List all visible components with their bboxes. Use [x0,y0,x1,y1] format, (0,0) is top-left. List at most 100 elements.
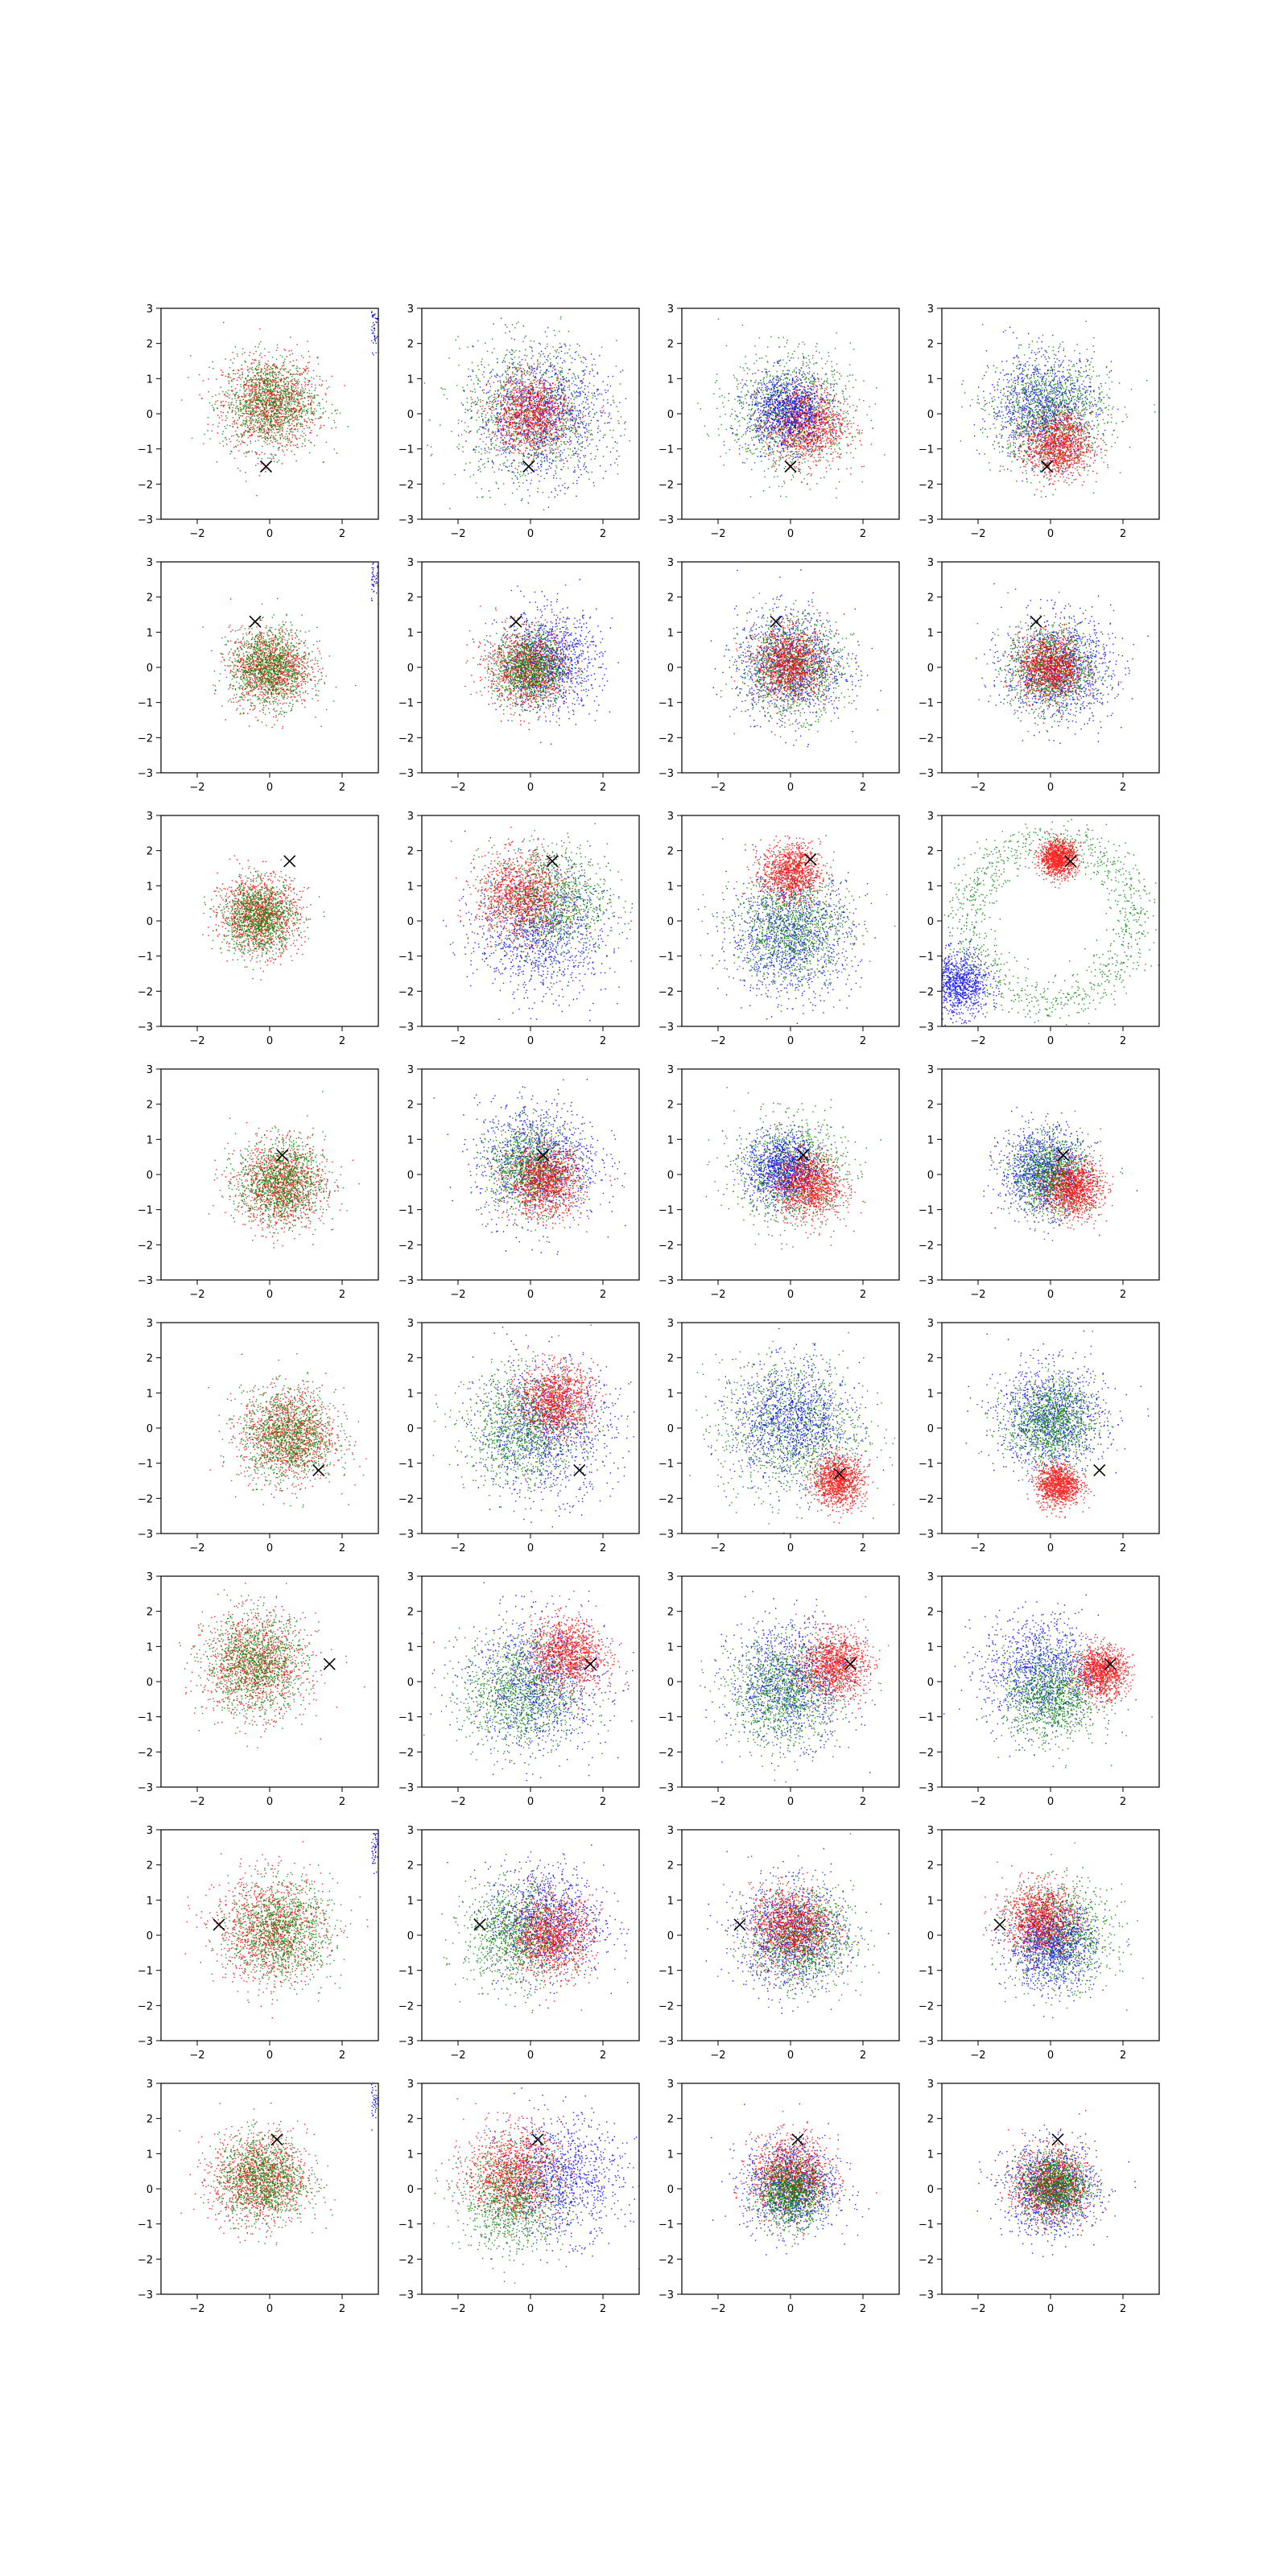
series-blue-points [985,1876,1130,2019]
series-red-marks [723,1855,858,1987]
y-tick-label: 1 [927,1895,934,1907]
y-tick-label: 0 [147,1423,153,1435]
y-tick-label: −2 [658,1240,674,1252]
series-green-points [700,835,896,1012]
y-tick-label: −2 [398,733,414,745]
y-tick-label: 1 [407,1134,414,1146]
y-tick-label: 0 [667,916,674,928]
y-tick-label: −2 [919,733,934,745]
subplot-r6-c2: −2 0 2 −3 −2 −1 0 1 2 3 [398,1571,640,1808]
y-tick-label: −2 [138,986,153,998]
y-tick-label: −3 [398,768,414,780]
y-tick-label: 2 [147,2114,153,2126]
x-tick-label: −2 [450,2050,465,2062]
scatter-points [976,2110,1137,2257]
series-red-marks [799,1443,873,1524]
x-tick-label: 2 [1120,1035,1126,1047]
y-tick-label: −2 [138,2254,153,2266]
y-tick-label: −2 [658,2000,674,2013]
cross-marker [573,1463,586,1476]
y-tick-label: 0 [927,1423,934,1435]
y-tick-label: 0 [147,409,153,421]
series-blue-points [705,1327,885,1510]
x-tick-label: 2 [860,1289,866,1301]
y-tick-label: 2 [927,1607,934,1619]
scatter-points [433,1079,626,1255]
scatter-points [983,1842,1144,2019]
y-tick-label: −1 [658,698,674,710]
y-tick-label: 1 [927,1641,934,1653]
series-red-points [513,1590,628,1710]
subplot-r6-c3: −2 0 2 −3 −2 −1 0 1 2 3 [658,1571,900,1808]
axes-frame [421,1068,640,1281]
y-tick-label: −3 [919,768,934,780]
y-tick-label: −3 [658,768,674,780]
y-tick-label: 1 [667,1641,674,1653]
series-blue-corner-marks [371,562,378,605]
x-tick-label: −2 [450,1289,465,1301]
y-tick-label: 3 [927,811,934,823]
scatter-points [697,318,886,499]
axes-frame [421,1322,640,1534]
x-tick-label: 2 [600,1289,606,1301]
y-tick-label: 1 [147,1895,153,1907]
y-tick-label: 2 [667,339,674,351]
series-red-points [181,328,345,497]
y-tick-label: 2 [927,592,934,605]
x-tick-label: 0 [266,1289,273,1301]
scatter-points [181,311,378,497]
y-tick-label: 1 [667,1388,674,1400]
y-tick-label: −2 [398,986,414,998]
y-tick-label: 0 [667,663,674,675]
x-tick-label: 0 [1047,1796,1054,1808]
series-blue-marks [728,346,873,472]
y-tick-label: 2 [147,1353,153,1365]
y-tick-label: −1 [398,1966,414,1978]
x-tick-label: 0 [266,782,273,794]
y-tick-label: 1 [147,374,153,386]
y-tick-label: −2 [919,1493,934,1505]
series-green-marks [422,1620,609,1769]
y-tick-label: −1 [138,698,153,710]
y-tick-label: −1 [398,952,414,964]
series-red-points [1003,378,1108,490]
series-red-points [1026,1128,1121,1230]
series-blue-points [430,1576,634,1781]
subplot-r4-c1: −2 0 2 −3 −2 −1 0 1 2 3 [138,1064,379,1301]
x-tick-label: 2 [600,1796,606,1808]
y-tick-label: −1 [919,444,934,456]
scatter-points [711,2103,877,2256]
subplot-r2-c2: −2 0 2 −3 −2 −1 0 1 2 3 [398,557,640,794]
series-blue-marks [942,931,1028,1026]
cross-marker [1104,1657,1117,1670]
x-tick-label: 2 [339,782,345,794]
y-tick-label: −3 [658,1529,674,1541]
y-tick-label: 0 [147,1930,153,1942]
series-red-marks [1002,615,1122,718]
series-red-marks [441,2098,592,2238]
scatter-points [184,1830,378,2019]
y-tick-label: −3 [919,1275,934,1287]
axes-frame [421,1575,640,1788]
series-red-marks [213,1115,360,1249]
series-blue-marks [983,1107,1138,1236]
y-tick-label: 0 [667,1170,674,1182]
y-tick-label: −3 [919,514,934,526]
y-tick-label: −3 [398,1529,414,1541]
y-tick-label: −2 [398,479,414,491]
y-tick-label: −1 [919,1712,934,1724]
series-green-points [433,2118,605,2284]
x-tick-label: 0 [787,1289,794,1301]
y-tick-label: −3 [138,1275,153,1287]
y-tick-label: 1 [927,627,934,639]
y-tick-label: −3 [919,1782,934,1794]
y-tick-label: 2 [667,592,674,605]
y-tick-label: 1 [927,881,934,893]
y-tick-label: 2 [667,2114,674,2126]
x-tick-label: 0 [787,1542,794,1554]
y-tick-label: 1 [927,374,934,386]
cross-marker [844,1657,857,1670]
axes-frame [421,308,640,520]
y-tick-label: 1 [667,2149,674,2161]
